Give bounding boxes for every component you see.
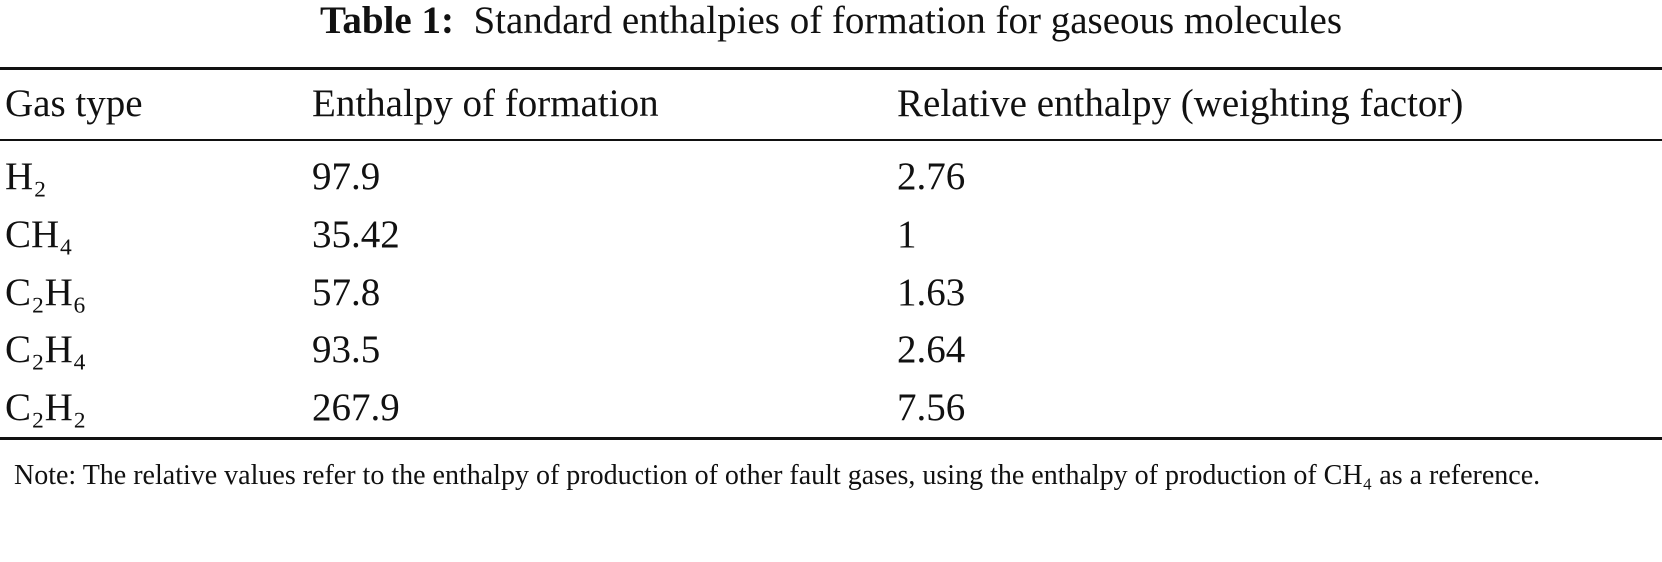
table-cell: 2.64 [897,328,966,372]
table-caption: Table 1: Standard enthalpies of formatio… [0,0,1662,42]
header-rule [0,139,1662,141]
bottom-rule [0,437,1662,440]
table-cell: 2.76 [897,155,966,198]
table-cell: C₂H₄ [5,328,87,372]
header-cell: Enthalpy of formation [312,82,659,125]
header-cell: Relative enthalpy (weighting factor) [897,82,1464,125]
table-cell: 97.9 [312,155,381,198]
table-cell: 267.9 [312,386,400,430]
table-note: Note: The relative values refer to the e… [14,460,1541,491]
table-cell: 1 [897,212,917,256]
table-cell: 93.5 [312,328,381,372]
table-cell: C₂H₆ [5,270,87,314]
table-cell: 35.42 [312,212,400,256]
table-cell: 57.8 [312,270,381,314]
header-cell: Gas type [5,82,143,125]
table-cell: C₂H₂ [5,386,87,430]
table-cell: H₂ [5,155,47,198]
table-cell: CH₄ [5,212,73,256]
top-rule [0,67,1662,70]
table-cell: 1.63 [897,270,966,314]
table-cell: 7.56 [897,386,966,430]
caption-text: Standard enthalpies of formation for gas… [473,0,1343,42]
caption-label: Table 1: [319,0,454,42]
